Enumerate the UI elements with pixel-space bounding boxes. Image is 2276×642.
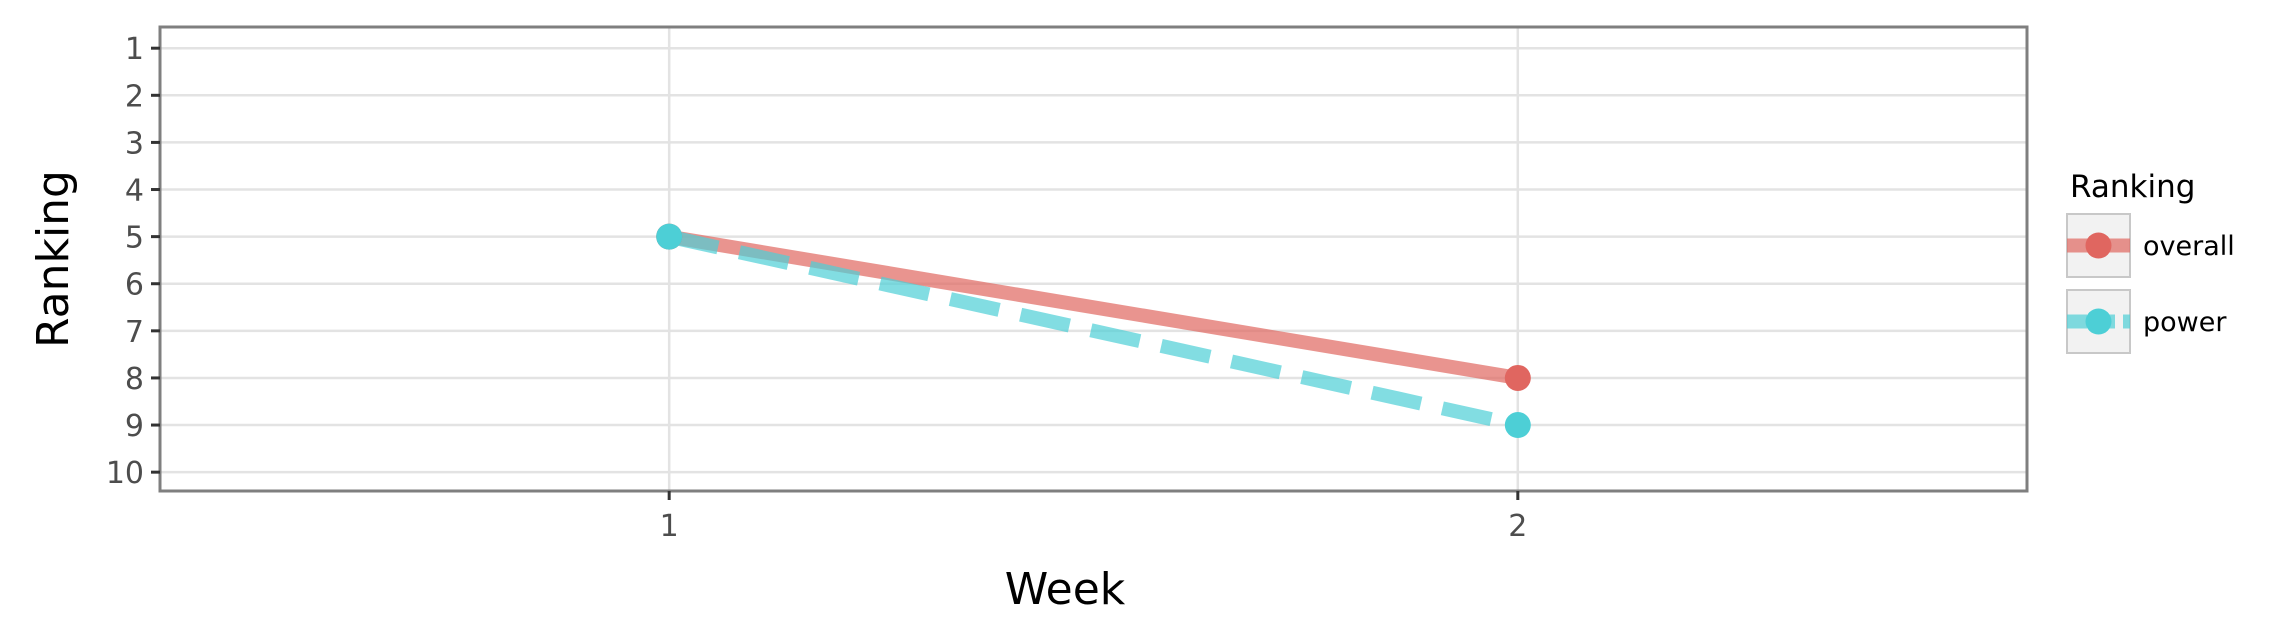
legend: Ranking overall power	[2066, 169, 2235, 354]
x-tick-label: 1	[660, 509, 679, 544]
y-tick-label: 8	[125, 362, 144, 397]
series-lines	[656, 223, 1531, 439]
legend-marker-power	[2085, 308, 2112, 335]
x-tick-label: 2	[1508, 509, 1527, 544]
legend-label-overall: overall	[2143, 231, 2235, 262]
y-tick-label: 7	[125, 315, 144, 350]
x-axis-title: Week	[1005, 564, 1126, 615]
grid	[160, 27, 2027, 491]
data-point-overall	[1504, 364, 1531, 391]
y-tick-label: 10	[106, 456, 144, 491]
y-tick-label: 6	[125, 268, 144, 303]
legend-label-power: power	[2143, 307, 2227, 338]
y-tick-label: 9	[125, 409, 144, 444]
y-tick-label: 2	[125, 79, 144, 114]
plot-panel-border	[158, 25, 2029, 493]
legend-title: Ranking	[2070, 169, 2195, 205]
series-line-overall	[668, 229, 1519, 385]
y-tick-label: 4	[125, 174, 144, 209]
data-point-power	[656, 223, 683, 250]
legend-marker-overall	[2085, 232, 2112, 259]
y-axis-title: Ranking	[28, 170, 79, 348]
data-point-power	[1504, 412, 1531, 439]
series-line-power	[667, 229, 1520, 432]
axes: 1 2 3 4 5 6 7 8 9 10 1 2	[106, 32, 1528, 544]
legend-items: overall power	[2066, 213, 2235, 354]
y-tick-label: 1	[125, 32, 144, 67]
y-tick-label: 3	[125, 126, 144, 161]
y-tick-label: 5	[125, 221, 144, 256]
